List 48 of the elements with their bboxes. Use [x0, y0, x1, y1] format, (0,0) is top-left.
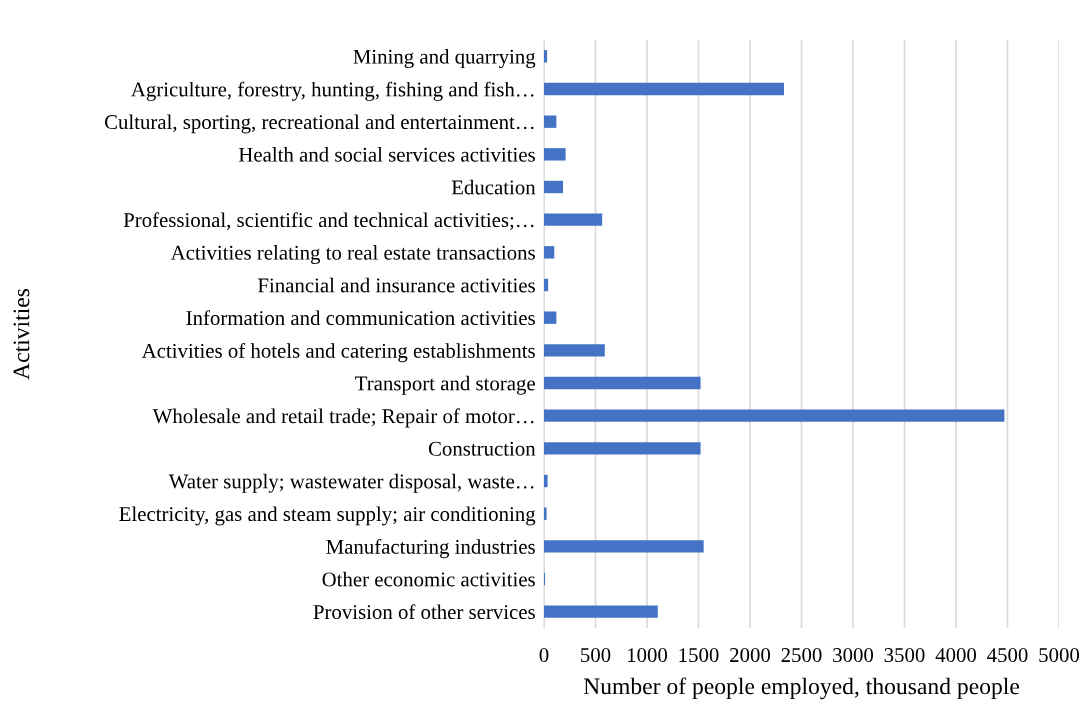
bar [544, 246, 555, 259]
bar [544, 115, 557, 128]
y-tick-label: Water supply; wastewater disposal, waste… [168, 473, 534, 493]
x-tick-label: 1000 [628, 648, 668, 663]
y-tick-label: Professional, scientific and technical activities;… [123, 212, 534, 231]
bar [544, 180, 564, 194]
bar [544, 442, 701, 455]
x-tick-label: 3000 [833, 648, 874, 663]
y-tick-label: Cultural, sporting, recreational and entertainment… [104, 114, 534, 134]
bar [544, 278, 549, 292]
y-tick-label: Education [451, 179, 536, 195]
x-tick-label: 4500 [987, 648, 1028, 663]
bar [544, 344, 605, 357]
bar [544, 148, 566, 161]
y-tick-label: Financial and insurance activities [258, 277, 535, 293]
bar [544, 605, 658, 618]
bar [544, 507, 547, 520]
bar [544, 474, 548, 488]
y-tick-label: Transport and storage [355, 375, 535, 395]
y-tick-label: Activities relating to real estate transactions [170, 245, 535, 265]
x-tick-label: 3500 [884, 648, 925, 663]
y-tick-label: Mining and quarrying [353, 49, 536, 69]
bar [544, 50, 548, 63]
x-tick-label: 0 [539, 648, 549, 663]
y-tick-label: Manufacturing industries [326, 539, 535, 559]
y-tick-label: Health and social services activities [238, 147, 535, 162]
y-tick-label: Wholesale and retail trade; Repair of motor… [152, 408, 534, 428]
bar [544, 311, 557, 324]
y-tick-label: Other economic activities [322, 571, 535, 587]
x-tick-label: 5000 [1039, 648, 1080, 663]
bar [544, 409, 1005, 422]
x-tick-label: 1500 [679, 648, 719, 663]
x-tick-label: 2000 [730, 648, 771, 663]
y-tick-label: Information and communication activities [186, 310, 535, 326]
bar [544, 376, 701, 390]
bar [544, 82, 784, 96]
y-tick-label: Construction [428, 441, 536, 456]
bar [544, 213, 603, 226]
x-tick-label: 4000 [935, 648, 977, 663]
x-tick-label: 500 [581, 648, 611, 663]
y-tick-label: Electricity, gas and steam supply; air conditioning [119, 506, 536, 526]
bar [544, 540, 704, 553]
x-axis-title: Number of people employed, thousand people [583, 677, 1020, 700]
y-tick-label: Activities of hotels and catering establishments [141, 343, 535, 363]
y-tick-label: Provision of other services [313, 604, 535, 620]
x-tick-label: 2500 [781, 648, 822, 663]
y-axis-title: Activities [13, 288, 30, 380]
y-tick-label: Agriculture, forestry, hunting, fishing and fish… [131, 81, 534, 101]
